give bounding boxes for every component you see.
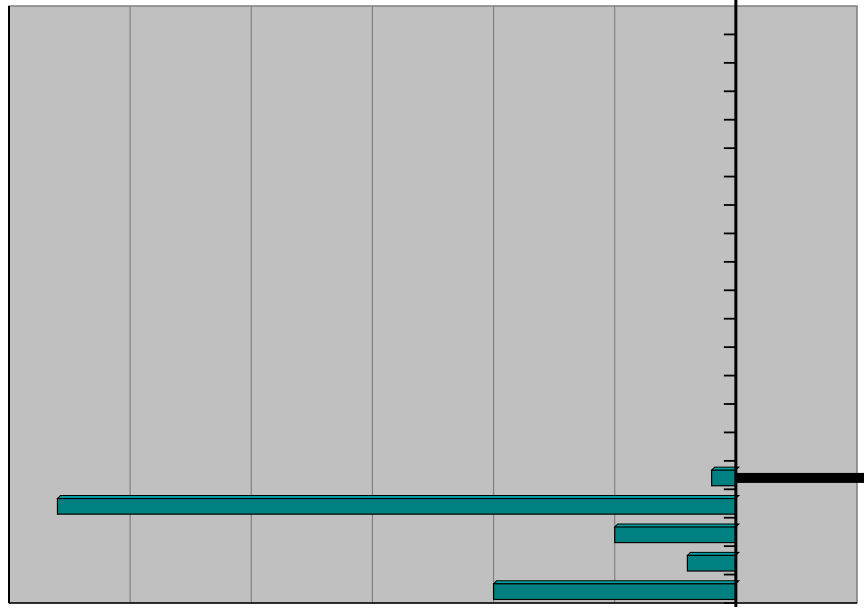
bar bbox=[56, 495, 741, 515]
value-zero-axis bbox=[723, 0, 864, 607]
bar-front-face bbox=[614, 526, 737, 544]
bar bbox=[686, 551, 741, 572]
bar-front-face bbox=[56, 497, 737, 515]
bar-front-face bbox=[492, 583, 737, 601]
bars bbox=[56, 466, 741, 601]
bar bbox=[613, 523, 741, 544]
bar-front-face bbox=[711, 469, 737, 487]
bar-front-face bbox=[686, 554, 737, 572]
bar bbox=[492, 580, 741, 601]
axis-highlight-bar bbox=[735, 472, 864, 483]
